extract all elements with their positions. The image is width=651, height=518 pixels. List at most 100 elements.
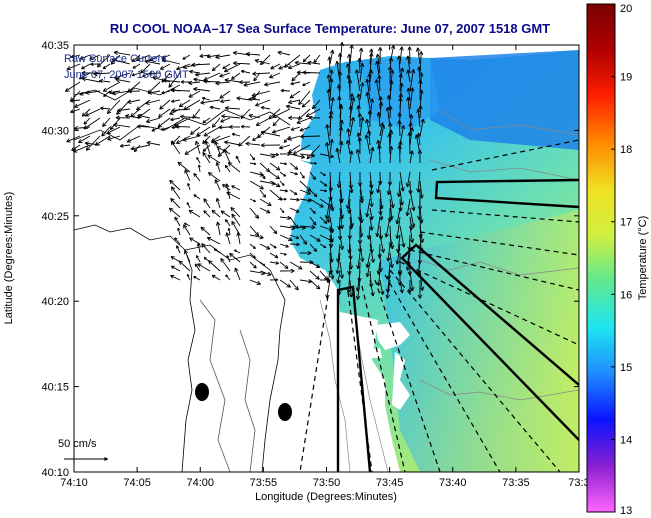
current-vector-arrow xyxy=(269,278,279,282)
current-vector-arrow xyxy=(78,135,91,144)
current-vector-arrow xyxy=(249,279,261,285)
current-vector-arrow xyxy=(232,61,251,66)
current-vector-arrow xyxy=(406,96,411,119)
current-vector-arrow xyxy=(389,80,394,101)
temperature-colorbar: 20 19 18 17 16 15 14 13 Temperature (°C) xyxy=(586,3,649,517)
current-vector-arrow xyxy=(285,104,301,110)
current-vector-arrow xyxy=(157,117,171,128)
current-vector-arrow xyxy=(211,117,221,128)
current-vector-arrow xyxy=(193,194,201,200)
current-vector-arrow xyxy=(269,225,278,235)
current-vector-arrow xyxy=(200,226,211,236)
current-vector-arrow xyxy=(128,89,141,94)
current-vector-arrow xyxy=(69,98,81,103)
current-vector-arrow xyxy=(94,135,111,146)
current-vector-arrow xyxy=(225,274,231,281)
overlay-line-1: Raw Surface Current xyxy=(64,53,167,65)
current-vector-arrow xyxy=(223,148,231,164)
current-vector-arrow xyxy=(83,117,91,125)
current-vector-arrow xyxy=(339,234,345,251)
current-vector-arrow xyxy=(309,261,321,269)
current-vector-arrow xyxy=(178,260,191,272)
current-vector-arrow xyxy=(399,46,404,65)
current-vector-arrow xyxy=(409,150,414,164)
current-vector-arrow xyxy=(254,58,271,65)
current-vector-arrow xyxy=(289,207,300,213)
current-vector-arrow xyxy=(337,52,343,74)
current-vector-arrow xyxy=(328,114,333,137)
current-vector-arrow xyxy=(168,72,181,88)
current-vector-arrow xyxy=(279,243,289,248)
current-vector-arrow xyxy=(161,58,181,65)
current-vector-arrow xyxy=(249,180,264,190)
current-vector-arrow xyxy=(409,225,415,243)
current-vector-arrow xyxy=(398,97,403,119)
current-vector-arrow xyxy=(220,99,231,104)
current-vector-arrow xyxy=(309,279,321,290)
current-vector-arrow xyxy=(365,78,371,101)
current-vector-arrow xyxy=(194,140,201,155)
current-vector-arrow xyxy=(146,140,161,146)
x-tick-label: 73:3 xyxy=(568,477,589,489)
current-vector-arrow xyxy=(302,81,311,87)
current-vector-arrow xyxy=(162,78,181,83)
current-vector-arrow xyxy=(395,243,401,265)
current-vector-arrow xyxy=(249,252,256,259)
y-tick-label: 40:25 xyxy=(41,211,69,223)
current-vector-arrow xyxy=(326,89,331,110)
scale-arrow: 50 cm/s xyxy=(58,438,109,461)
current-vector-arrow xyxy=(248,113,261,119)
current-vector-arrow xyxy=(319,180,328,187)
current-vector-arrow xyxy=(299,189,311,195)
current-vector-arrow xyxy=(83,117,101,130)
current-vector-arrow xyxy=(269,261,279,265)
current-vector-arrow xyxy=(355,279,361,300)
current-vector-arrow xyxy=(417,149,423,164)
current-vector-arrow xyxy=(376,112,382,128)
current-vector-arrow xyxy=(84,108,101,117)
current-vector-arrow xyxy=(215,221,221,236)
current-vector-arrow xyxy=(264,81,281,87)
current-vector-arrow xyxy=(115,77,131,83)
current-vector-arrow xyxy=(311,99,321,110)
current-vector-arrow xyxy=(259,162,271,173)
current-vector-arrow xyxy=(348,150,354,164)
current-vector-arrow xyxy=(289,279,299,291)
current-vector-arrow xyxy=(225,232,231,245)
current-vector-arrow xyxy=(149,54,161,62)
current-vector-arrow xyxy=(407,279,413,293)
current-vector-arrow xyxy=(224,140,241,146)
current-vector-arrow xyxy=(85,135,101,151)
colorbar-tick-label: 14 xyxy=(620,434,632,446)
current-vector-arrow xyxy=(369,48,374,65)
current-vector-arrow xyxy=(290,126,301,131)
current-vector-arrow xyxy=(249,261,257,269)
current-vector-arrow xyxy=(389,189,395,209)
current-vector-arrow xyxy=(151,126,161,132)
current-vector-arrow xyxy=(419,118,425,137)
current-vector-arrow xyxy=(298,90,311,106)
current-vector-arrow xyxy=(183,99,201,111)
current-vector-arrow xyxy=(325,142,331,164)
current-vector-arrow xyxy=(111,90,131,96)
current-vector-arrow xyxy=(178,99,191,108)
current-vector-arrow xyxy=(220,117,231,123)
current-vector-arrow xyxy=(269,152,279,157)
current-vector-arrow xyxy=(66,135,81,143)
current-vector-arrow xyxy=(406,69,411,83)
current-vector-arrow xyxy=(338,126,344,146)
current-vector-arrow xyxy=(354,69,361,92)
current-vector-arrow xyxy=(417,66,422,83)
current-vector-arrow xyxy=(348,105,353,128)
current-vector-arrow xyxy=(225,183,231,200)
current-vector-arrow xyxy=(309,207,316,214)
current-vector-arrow xyxy=(379,234,386,253)
current-vector-arrow xyxy=(131,54,141,63)
current-vector-arrow xyxy=(218,125,231,130)
colorbar-ticks: 20 19 18 17 16 15 14 13 xyxy=(611,3,632,517)
current-vector-arrow xyxy=(306,144,321,160)
y-tick-label: 40:15 xyxy=(41,382,69,394)
current-vector-arrow xyxy=(238,135,251,147)
current-vector-arrow xyxy=(357,112,363,128)
current-vector-arrow xyxy=(387,122,393,137)
